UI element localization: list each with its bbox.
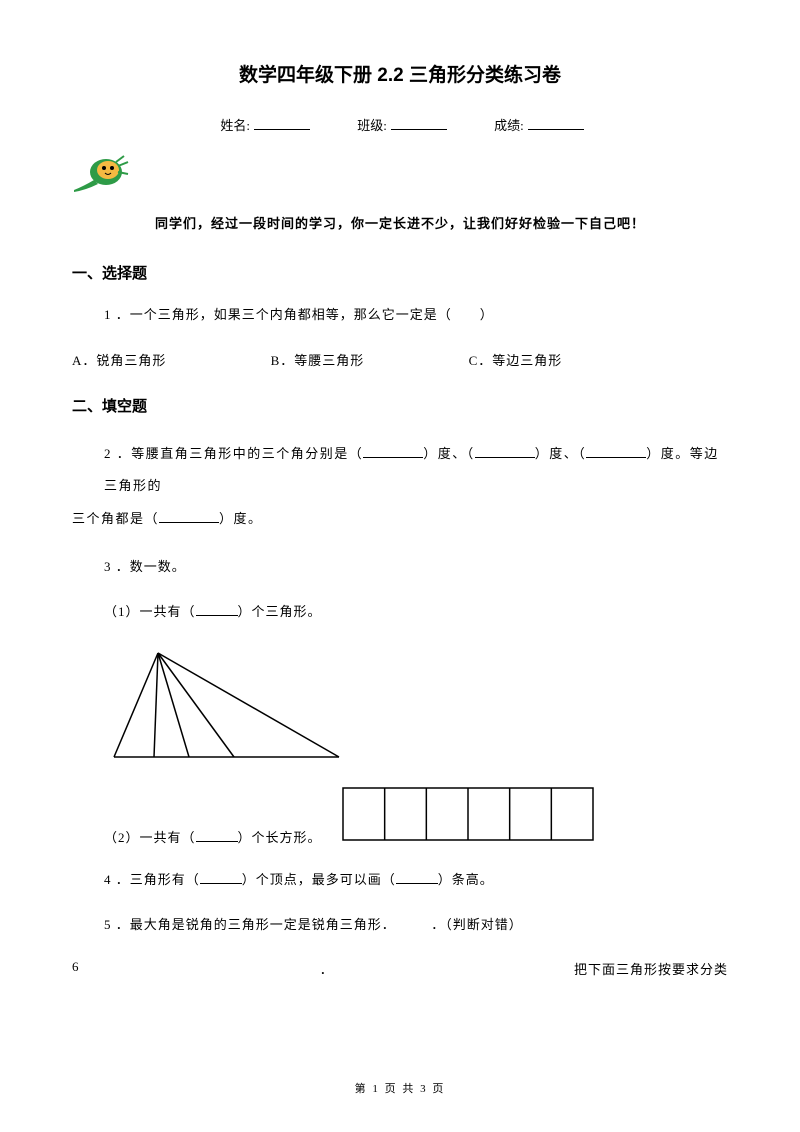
q2-blank2[interactable] — [475, 457, 535, 458]
q2-line2-suffix: ）度。 — [219, 511, 263, 526]
q2-blank1[interactable] — [363, 457, 423, 458]
q6-num: 6 — [72, 959, 80, 978]
intro-text: 同学们，经过一段时间的学习，你一定长进不少，让我们好好检验一下自己吧！ — [72, 213, 728, 232]
triangle-figure — [104, 647, 728, 767]
q2-mid1: ）度、（ — [423, 446, 475, 461]
q4-prefix: 4 ．三角形有（ — [104, 872, 200, 887]
q4-blank2[interactable] — [396, 883, 438, 884]
q2-line2: 三个角都是（ ）度。 — [72, 503, 728, 536]
q3-sub1-prefix: （1）一共有（ — [104, 604, 196, 619]
page-title: 数学四年级下册 2.2 三角形分类练习卷 — [72, 60, 728, 87]
q1-option-a: A．锐角三角形 — [72, 350, 166, 369]
q1-options: A．锐角三角形 B．等腰三角形 C．等边三角形 — [72, 350, 728, 369]
info-line: 姓名: 班级: 成绩: — [72, 115, 728, 134]
class-label: 班级: — [357, 118, 387, 133]
q1-option-c: C．等边三角形 — [469, 350, 563, 369]
q1-option-b: B．等腰三角形 — [271, 350, 365, 369]
q6-text: 把下面三角形按要求分类 — [574, 959, 728, 978]
q4-suffix: ）条高。 — [438, 872, 494, 887]
pencil-icon — [72, 150, 728, 201]
q3-text: 3 ．数一数。 — [104, 557, 728, 578]
rect-figure — [342, 787, 594, 846]
q2-mid2: ）度、（ — [535, 446, 587, 461]
q3-sub1: （1）一共有（ ）个三角形。 — [104, 602, 728, 623]
q3-sub1-suffix: ）个三角形。 — [238, 604, 322, 619]
q4-mid: ）个顶点，最多可以画（ — [242, 872, 396, 887]
q4-blank1[interactable] — [200, 883, 242, 884]
q3-sub1-blank[interactable] — [196, 615, 238, 616]
q6: 6 ． 把下面三角形按要求分类 — [72, 959, 728, 978]
q2-prefix: 2 ．等腰直角三角形中的三个角分别是（ — [104, 446, 363, 461]
name-label: 姓名: — [220, 118, 250, 133]
q2-blank4[interactable] — [159, 522, 219, 523]
q5: 5 ．最大角是锐角的三角形一定是锐角三角形． ．（判断对错） — [104, 915, 728, 936]
q3-sub2-row: （2）一共有（ ）个长方形。 — [104, 787, 728, 846]
name-blank[interactable] — [254, 129, 310, 130]
score-blank[interactable] — [528, 129, 584, 130]
q3-sub2-prefix: （2）一共有（ — [104, 830, 196, 845]
page-footer: 第 1 页 共 3 页 — [0, 1080, 800, 1096]
class-blank[interactable] — [391, 129, 447, 130]
q6-dot: ． — [320, 959, 334, 978]
section2-heading: 二、填空题 — [72, 395, 728, 416]
q2-line1: 2 ．等腰直角三角形中的三个角分别是（）度、（）度、（）度。等边三角形的 — [104, 438, 728, 503]
q1-text: 1 ．一个三角形，如果三个内角都相等，那么它一定是（ ） — [104, 305, 728, 326]
q3-sub2: （2）一共有（ ）个长方形。 — [104, 827, 322, 846]
q2-line2-prefix: 三个角都是（ — [72, 511, 159, 526]
q3-sub2-blank[interactable] — [196, 841, 238, 842]
section1-heading: 一、选择题 — [72, 262, 728, 283]
score-label: 成绩: — [494, 118, 524, 133]
q3-sub2-suffix: ）个长方形。 — [238, 830, 322, 845]
q2-blank3[interactable] — [586, 457, 646, 458]
q4: 4 ．三角形有（ ）个顶点，最多可以画（ ）条高。 — [104, 870, 728, 891]
